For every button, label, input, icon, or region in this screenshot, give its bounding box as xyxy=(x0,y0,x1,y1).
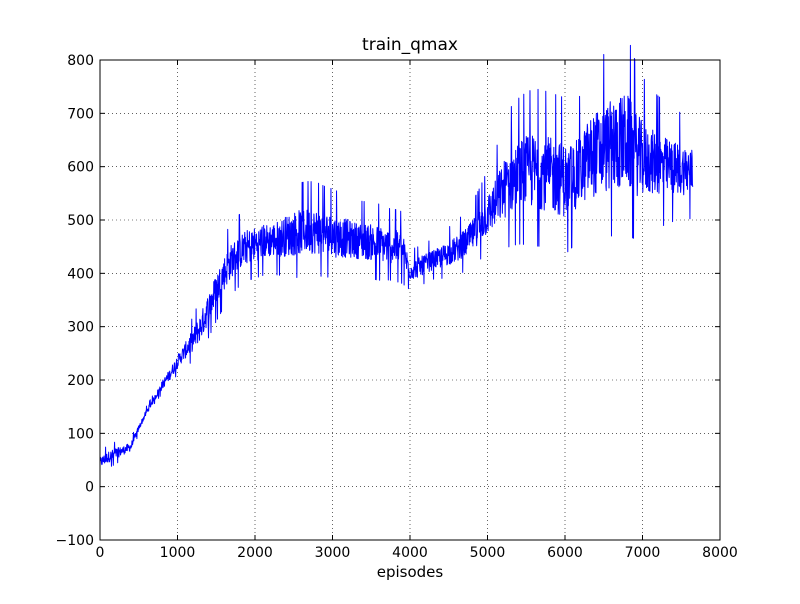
x-tick-label: 5000 xyxy=(470,545,506,561)
x-tick-label: 7000 xyxy=(625,545,661,561)
y-tick-label: 400 xyxy=(67,266,94,282)
y-tick-label: 100 xyxy=(67,426,94,442)
plot-frame xyxy=(99,59,721,541)
y-tick-label: 600 xyxy=(67,160,94,176)
y-tick-label: −100 xyxy=(56,533,94,549)
x-tick-label: 4000 xyxy=(392,545,428,561)
x-tick-label: 2000 xyxy=(237,545,273,561)
series-line-path xyxy=(99,44,694,467)
chart-title: train_qmax xyxy=(362,35,458,55)
x-tick-label: 1000 xyxy=(160,545,196,561)
y-tick-label: 0 xyxy=(85,480,94,496)
y-tick-label: 700 xyxy=(67,106,94,122)
x-tick-label: 0 xyxy=(96,545,105,561)
x-tick-label: 6000 xyxy=(547,545,583,561)
x-tick-label: 3000 xyxy=(315,545,351,561)
y-tick-label: 200 xyxy=(67,373,94,389)
x-tick-label: 8000 xyxy=(702,545,738,561)
y-tick-label: 500 xyxy=(67,213,94,229)
x-axis-label: episodes xyxy=(376,563,444,581)
y-tick-label: 800 xyxy=(67,53,94,69)
series-line xyxy=(99,44,694,467)
tick-labels: 0 1000 2000 3000 4000 5000 6000 7000 8000−100010… xyxy=(56,53,738,561)
y-tick-label: 300 xyxy=(67,320,94,336)
